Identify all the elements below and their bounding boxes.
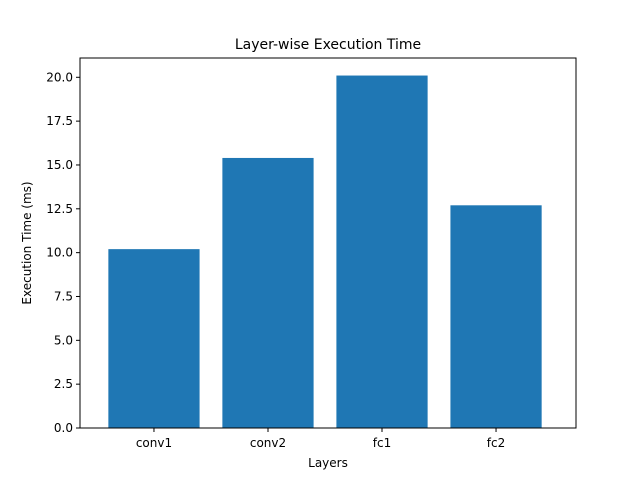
y-tick-label: 12.5 bbox=[46, 202, 73, 216]
bar-fc2 bbox=[450, 205, 542, 428]
x-axis-label: Layers bbox=[308, 456, 348, 470]
bar-conv2 bbox=[222, 157, 314, 428]
bars-group bbox=[108, 75, 542, 428]
plot-frame bbox=[79, 57, 577, 429]
y-tick-label: 15.0 bbox=[46, 158, 73, 172]
y-tick-label: 10.0 bbox=[46, 246, 73, 260]
bar-conv1 bbox=[108, 249, 200, 428]
y-axis: 0.0 2.5 5.0 7.5 10.0 12.5 15.0 17.5 20.0 bbox=[46, 70, 80, 435]
x-tick-label: fc1 bbox=[373, 436, 391, 450]
y-tick-label: 5.0 bbox=[54, 333, 73, 347]
chart-title: Layer-wise Execution Time bbox=[235, 37, 421, 53]
x-tick-label: conv2 bbox=[250, 436, 286, 450]
x-axis: conv1 conv2 fc1 fc2 bbox=[136, 428, 505, 450]
bar-fc1 bbox=[336, 75, 428, 428]
y-tick-label: 17.5 bbox=[46, 114, 73, 128]
y-tick-label: 7.5 bbox=[54, 289, 73, 303]
x-tick-label: conv1 bbox=[136, 436, 172, 450]
y-tick-label: 20.0 bbox=[46, 70, 73, 84]
y-tick-label: 0.0 bbox=[54, 421, 73, 435]
y-axis-label: Execution Time (ms) bbox=[20, 181, 34, 304]
y-tick-label: 2.5 bbox=[54, 377, 73, 391]
x-tick-label: fc2 bbox=[487, 436, 505, 450]
